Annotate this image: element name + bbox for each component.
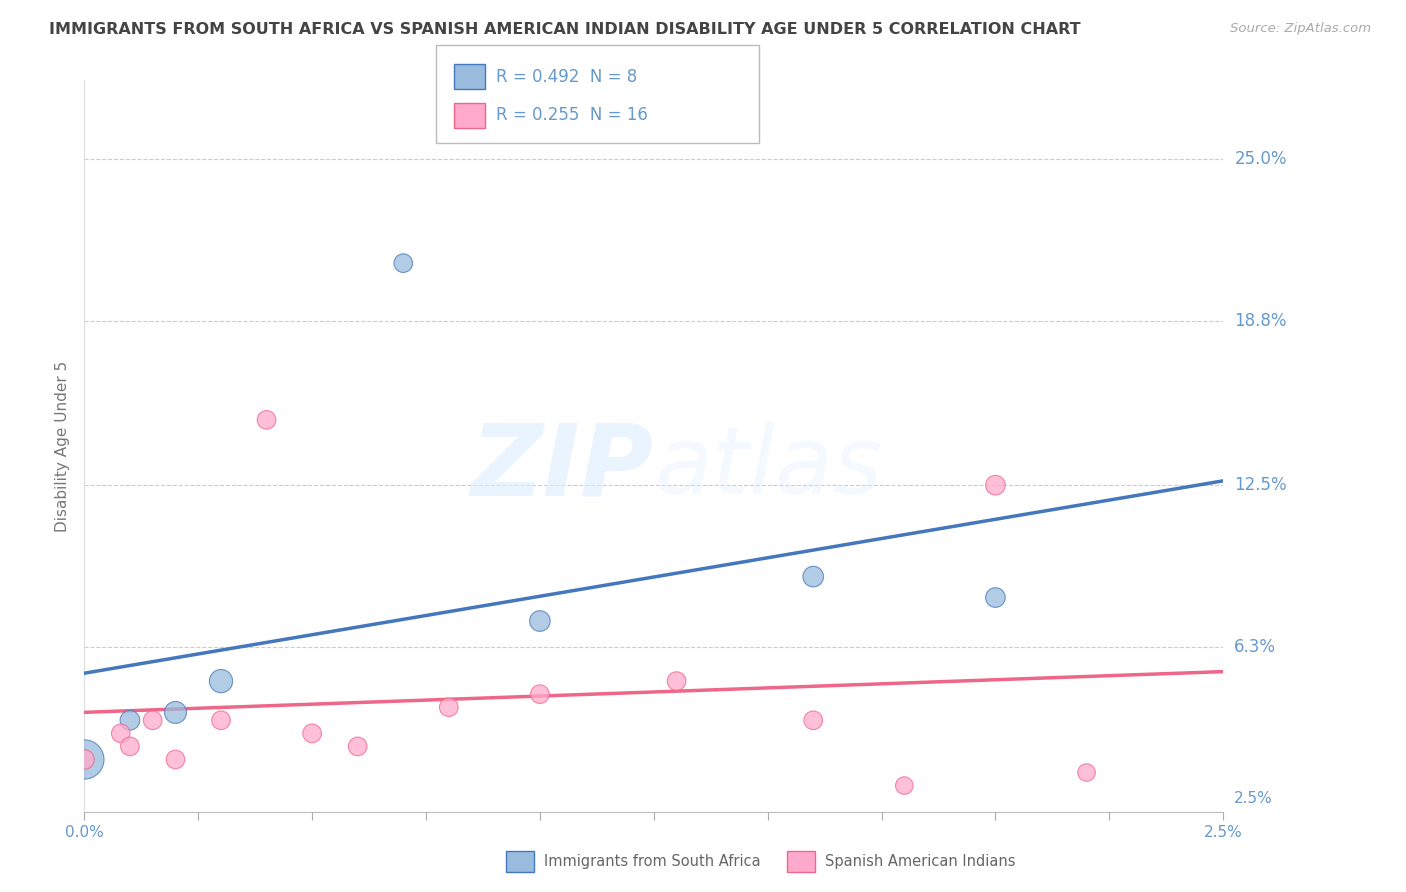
Point [801,714,824,728]
Point [893,779,915,793]
Text: atlas: atlas [654,423,882,514]
Point [346,739,368,754]
Point [73,752,96,766]
Point [392,256,415,270]
Point [301,726,323,740]
Point [209,714,232,728]
Text: Source: ZipAtlas.com: Source: ZipAtlas.com [1230,22,1371,36]
Text: 25.0%: 25.0% [1234,150,1286,168]
Point [165,706,187,720]
Text: 6.3%: 6.3% [1234,638,1277,657]
Text: IMMIGRANTS FROM SOUTH AFRICA VS SPANISH AMERICAN INDIAN DISABILITY AGE UNDER 5 C: IMMIGRANTS FROM SOUTH AFRICA VS SPANISH … [49,22,1081,37]
Point [1076,765,1098,780]
Text: Spanish American Indians: Spanish American Indians [825,855,1015,869]
Text: 2.5%: 2.5% [1234,791,1272,806]
Point [665,674,688,689]
Point [984,478,1007,492]
Text: 12.5%: 12.5% [1234,476,1286,494]
Text: R = 0.255  N = 16: R = 0.255 N = 16 [496,106,648,124]
Point [437,700,460,714]
Point [984,591,1007,605]
Point [256,413,278,427]
Text: Immigrants from South Africa: Immigrants from South Africa [544,855,761,869]
Point [209,674,232,689]
Text: R = 0.492  N = 8: R = 0.492 N = 8 [496,68,637,86]
Point [529,687,551,701]
Point [142,714,165,728]
Point [801,569,824,583]
Y-axis label: Disability Age Under 5: Disability Age Under 5 [55,360,70,532]
Point [529,614,551,628]
Text: ZIP: ZIP [471,419,654,516]
Point [118,739,141,754]
Point [118,714,141,728]
Text: 18.8%: 18.8% [1234,311,1286,330]
Point [73,752,96,766]
Point [165,752,187,766]
Point [110,726,132,740]
